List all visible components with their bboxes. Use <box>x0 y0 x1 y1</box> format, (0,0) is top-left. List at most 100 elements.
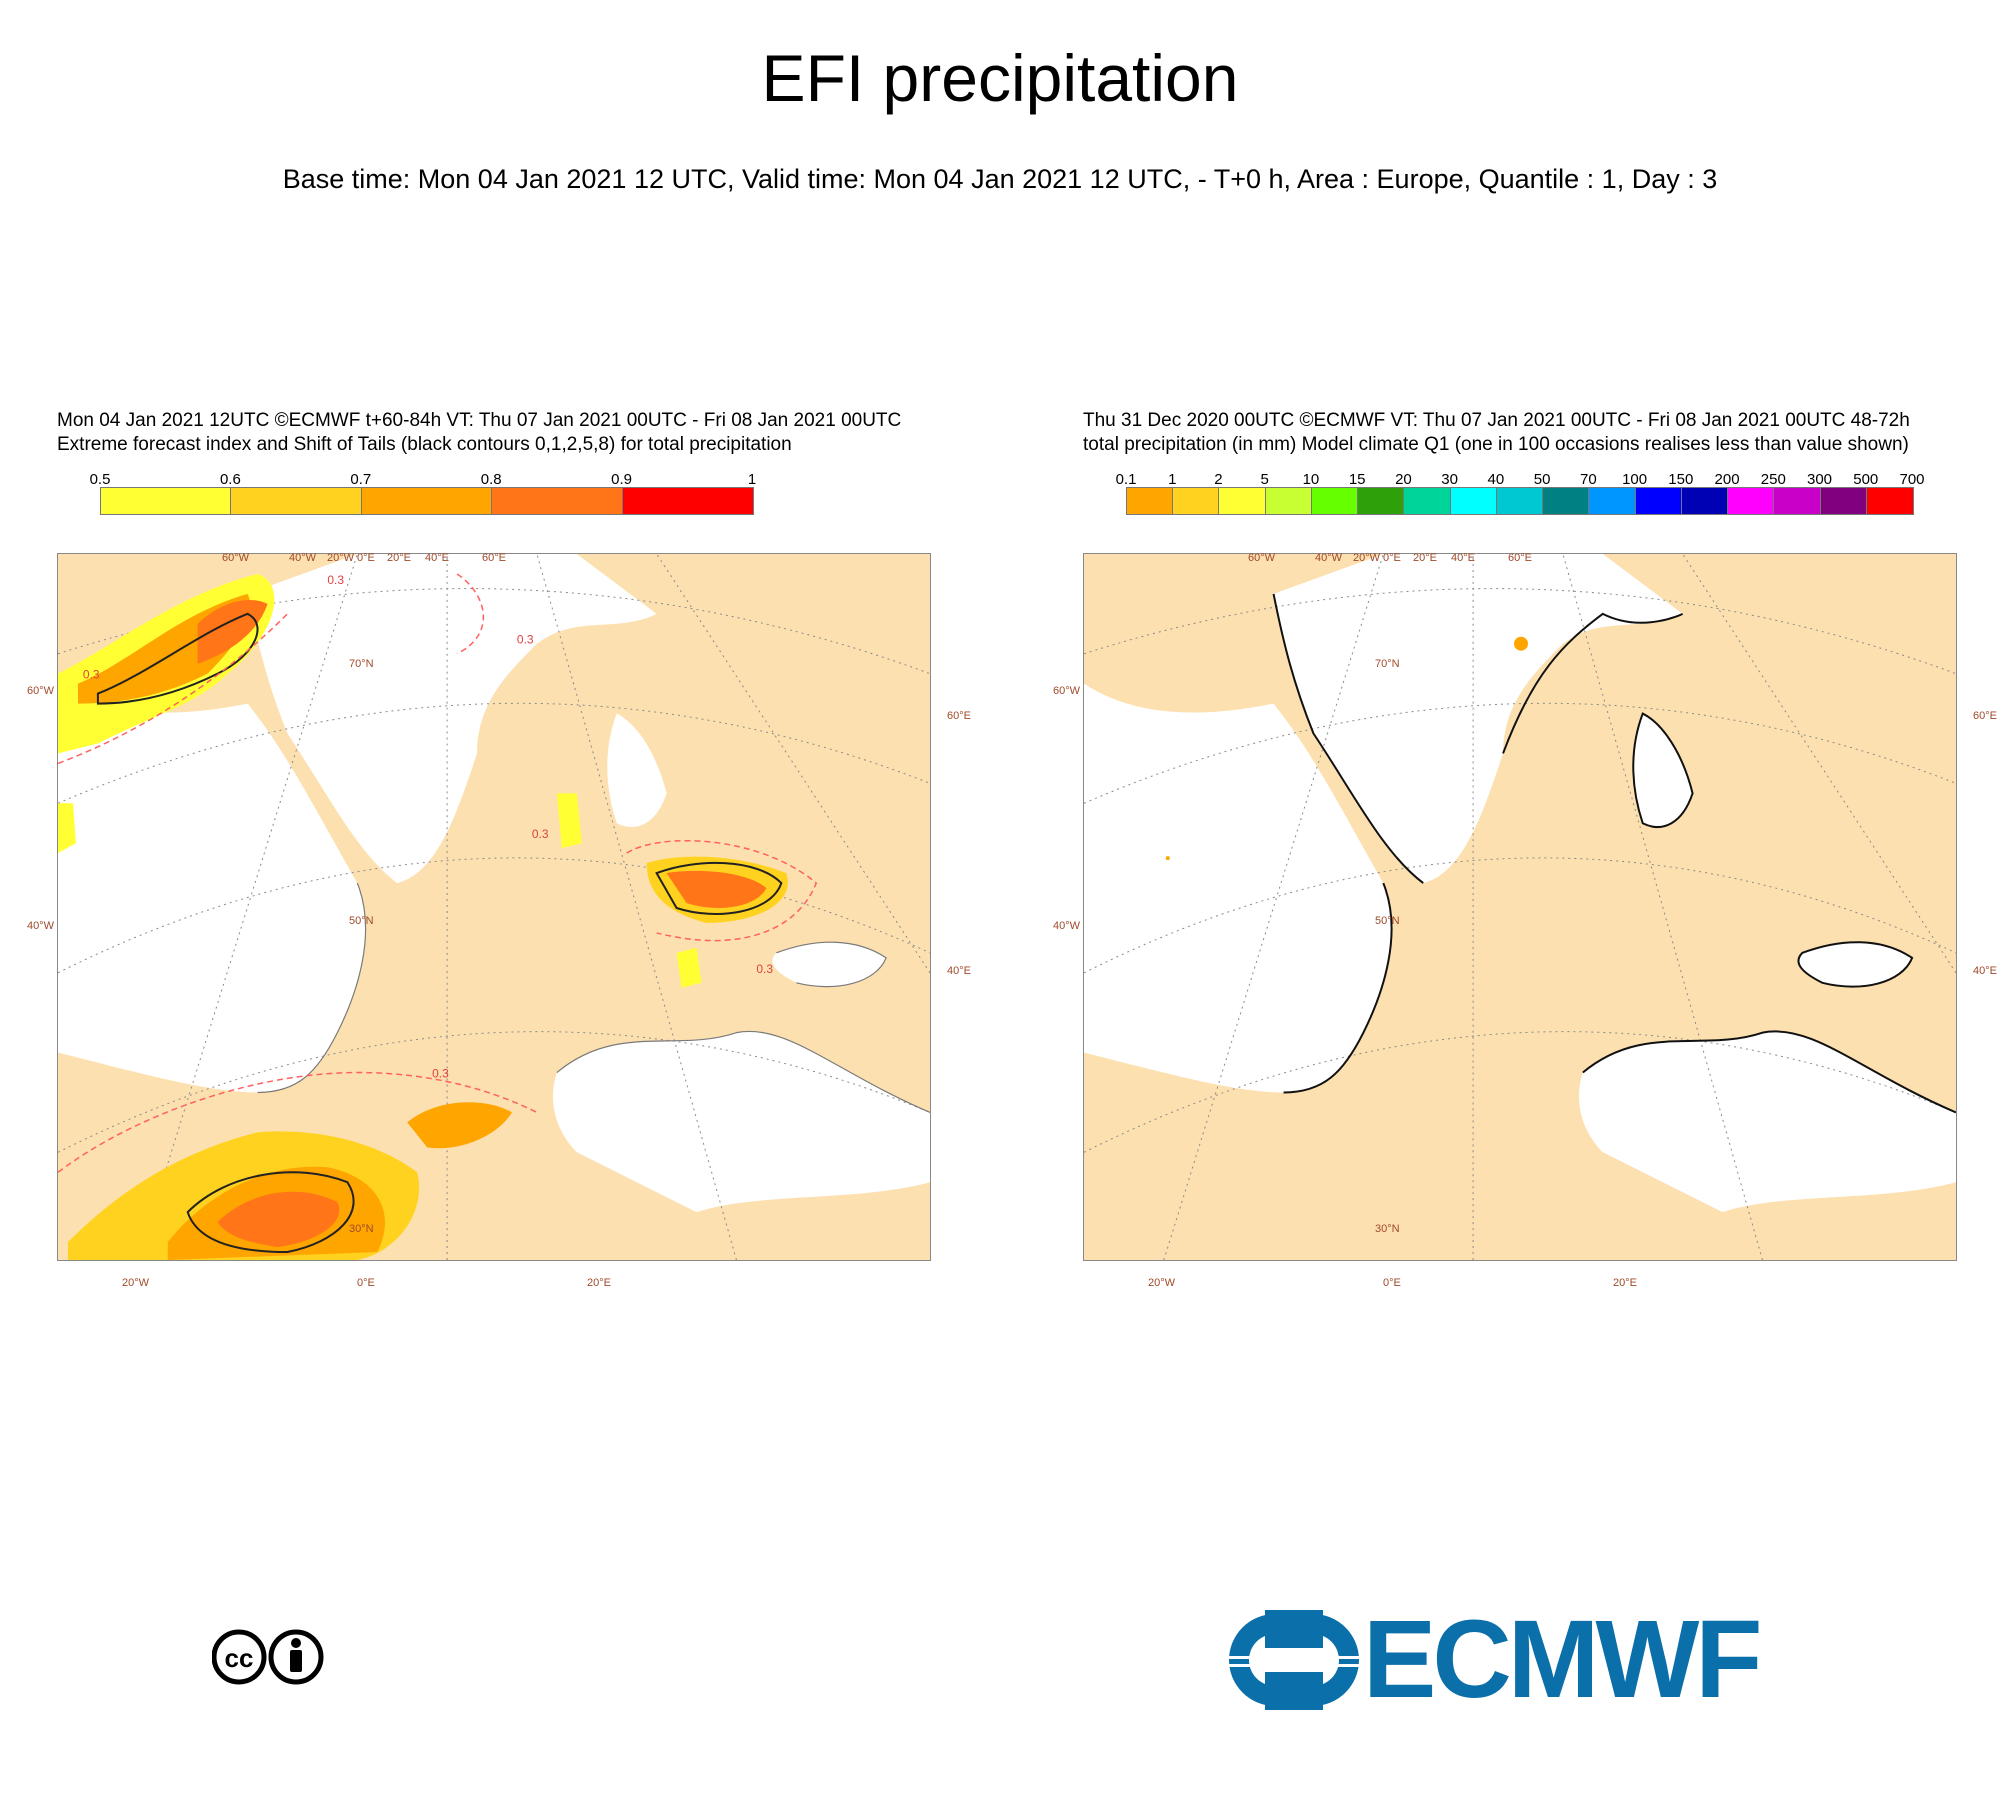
efi-0.3-contours <box>58 573 818 1173</box>
efi-map-svg: 0.3 0.3 0.3 0.3 0.3 0.3 <box>58 554 930 1260</box>
precip-spot <box>1165 856 1170 861</box>
creative-commons-icon: cc <box>212 1629 324 1685</box>
grid-label: 60°E <box>947 710 971 722</box>
colorbar-tick-label: 500 <box>1853 471 1879 488</box>
colorbar-segment <box>101 488 232 514</box>
colorbar-segment <box>622 488 753 514</box>
panel-header-line2: Extreme forecast index and Shift of Tail… <box>57 434 792 455</box>
panel-header: Mon 04 Jan 2021 12UTC ©ECMWF t+60-84h VT… <box>57 409 901 457</box>
contour-label: 0.3 <box>432 1067 449 1081</box>
sot-contours <box>96 612 783 1254</box>
efi-colorbar <box>100 487 754 515</box>
grid-label: 20°W <box>1148 1277 1176 1289</box>
mediterranean-sea <box>1578 1031 1956 1213</box>
grid-label: 0°E <box>357 552 375 564</box>
colorbar-tick-label: 70 <box>1580 471 1597 488</box>
grid-label: 40°W <box>1053 920 1081 932</box>
grid-label: 40°E <box>1451 552 1475 564</box>
colorbar-segment <box>1265 488 1312 514</box>
colorbar-tick-label: 0.6 <box>219 471 241 488</box>
grid-label: 30°N <box>1375 1223 1400 1235</box>
baltic-sea <box>1633 713 1693 827</box>
ecmwf-emblem-icon <box>1225 1610 1363 1710</box>
colorbar-tick-label: 15 <box>1348 471 1366 488</box>
colorbar-tick-label: 0.5 <box>89 471 111 488</box>
precip-spot <box>1514 636 1528 651</box>
climate-panel: Thu 31 Dec 2020 00UTC ©ECMWF VT: Thu 07 … <box>1053 405 1997 1289</box>
black-sea <box>772 942 887 987</box>
mediterranean-sea <box>552 1031 930 1213</box>
colorbar-tick-label: 0.9 <box>611 471 633 488</box>
colorbar-segment <box>1774 488 1821 514</box>
baltic-sea <box>607 713 667 827</box>
precip-colorbar <box>1126 487 1914 515</box>
colorbar-tick-label: 700 <box>1899 471 1925 488</box>
colorbar-segment <box>231 488 362 514</box>
colorbar-tick-label: 0.1 <box>1115 471 1137 488</box>
ecmwf-logo: ECMWF <box>1225 1598 1762 1721</box>
colorbar-segment <box>1820 488 1867 514</box>
colorbar-segment <box>1589 488 1636 514</box>
panel-header-line1: Mon 04 Jan 2021 12UTC ©ECMWF t+60-84h VT… <box>57 410 902 431</box>
climate-map-svg <box>1084 554 1956 1260</box>
climate-map[interactable] <box>1083 553 1957 1261</box>
grid-label: 0°E <box>357 1277 375 1289</box>
colorbar-tick-label: 150 <box>1668 471 1694 488</box>
panel-header: Thu 31 Dec 2020 00UTC ©ECMWF VT: Thu 07 … <box>1083 409 1910 457</box>
grid-label: 40°W <box>27 920 55 932</box>
colorbar-tick-label: 0.8 <box>480 471 502 488</box>
grid-label: 60°E <box>1973 710 1997 722</box>
colorbar-tick-label: 50 <box>1533 471 1551 488</box>
grid-label: 40°W <box>289 552 317 564</box>
colorbar-tick-label: 2 <box>1214 471 1223 488</box>
grid-label: 70°N <box>349 658 374 670</box>
svg-text:cc: cc <box>225 1643 254 1673</box>
grid-label: 40°E <box>947 965 971 977</box>
contour-label: 0.3 <box>532 827 549 841</box>
efi-map[interactable]: 0.3 0.3 0.3 0.3 0.3 0.3 <box>57 553 931 1261</box>
north-sea-area <box>247 554 657 884</box>
grid-label: 60°W <box>222 552 250 564</box>
grid-label: 20°E <box>587 1277 611 1289</box>
colorbar-segment <box>1496 488 1544 514</box>
colorbar-tick-label: 1 <box>747 471 757 488</box>
contour-label-group: 0.3 0.3 0.3 0.3 0.3 0.3 <box>83 573 773 1081</box>
grid-label: 30°N <box>349 1223 374 1235</box>
grid-label: 60°E <box>482 552 506 564</box>
grid-label: 60°E <box>1508 552 1532 564</box>
colorbar-tick-label: 250 <box>1760 471 1786 488</box>
grid-label: 40°W <box>1315 552 1343 564</box>
black-sea <box>1798 942 1913 987</box>
grid-label: 20°E <box>1613 1277 1637 1289</box>
grid-label: 60°W <box>27 685 55 697</box>
grid-label: 50°N <box>349 915 374 927</box>
grid-label: 20°W <box>1353 552 1381 564</box>
colorbar-tick-label: 100 <box>1622 471 1648 488</box>
atlantic-ocean <box>58 683 366 1093</box>
colorbar-segment <box>1173 488 1220 514</box>
colorbar-tick-label: 10 <box>1302 471 1320 488</box>
colorbar-segment <box>1219 488 1266 514</box>
grid-label: 60°W <box>1053 685 1081 697</box>
grid-label: 60°W <box>1248 552 1276 564</box>
colorbar-segment <box>361 488 493 514</box>
contour-label: 0.3 <box>327 573 344 587</box>
grid-label: 70°N <box>1375 658 1400 670</box>
grid-label: 40°E <box>1973 965 1997 977</box>
colorbar-segment <box>492 488 623 514</box>
colorbar-segment <box>1450 488 1497 514</box>
grid-label: 20°E <box>387 552 411 564</box>
colorbar-segment <box>1635 488 1682 514</box>
colorbar-tick-label: 200 <box>1714 471 1740 488</box>
north-sea-area <box>1273 554 1683 884</box>
page-title: EFI precipitation <box>761 41 1239 115</box>
colorbar-segment <box>1404 488 1451 514</box>
atlantic-ocean <box>1084 683 1392 1093</box>
colorbar-segment <box>1358 488 1405 514</box>
colorbar-tick-label: 30 <box>1441 471 1458 488</box>
colorbar-segment <box>1866 488 1913 514</box>
colorbar-segment <box>1728 488 1775 514</box>
colorbar-segment <box>1127 488 1174 514</box>
ecmwf-wordmark: ECMWF <box>1363 1598 1762 1721</box>
grid-label: 20°E <box>1413 552 1437 564</box>
